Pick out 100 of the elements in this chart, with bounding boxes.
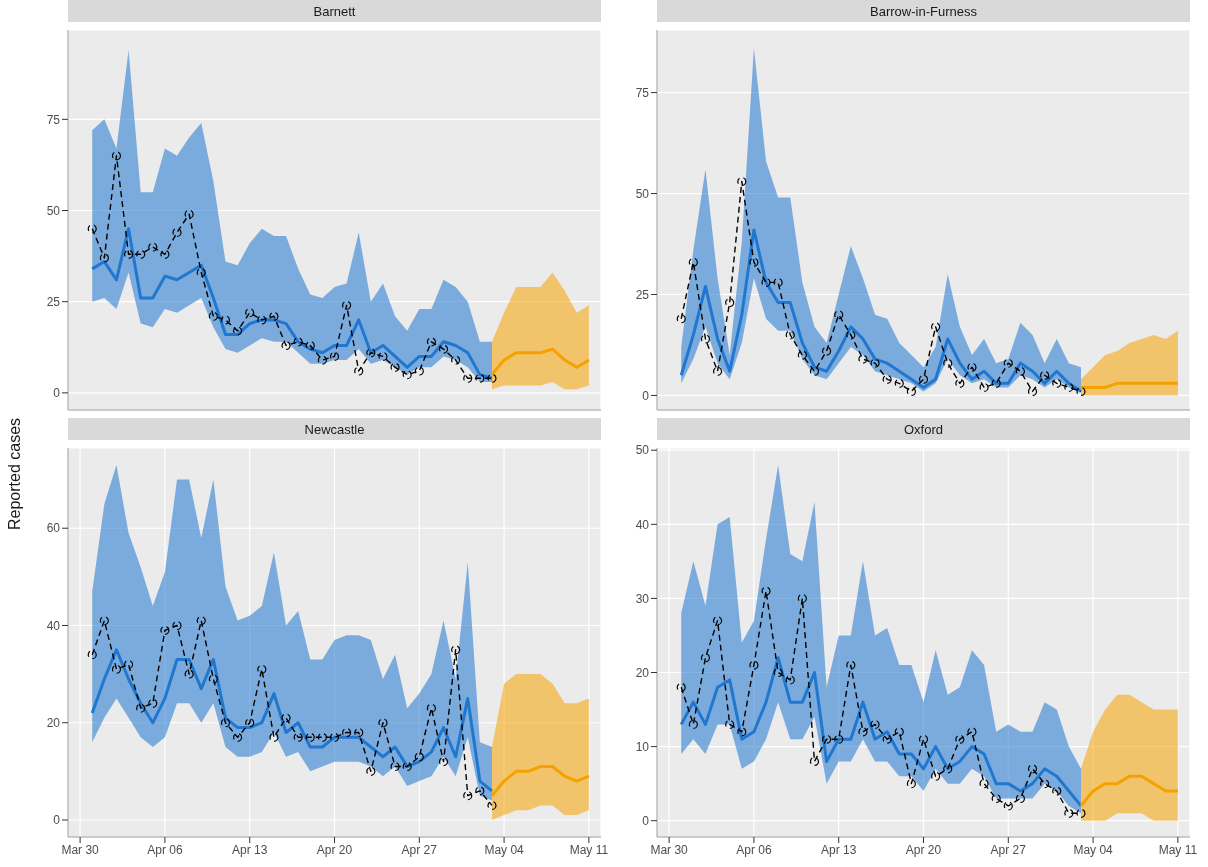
x-tick-label: Mar 30 xyxy=(650,842,689,857)
point xyxy=(487,373,497,383)
point xyxy=(676,682,686,692)
point xyxy=(123,659,134,669)
point xyxy=(846,660,856,670)
point xyxy=(991,378,1001,388)
point xyxy=(1027,386,1038,397)
x-tick-label: May 04 xyxy=(1073,842,1114,857)
point xyxy=(148,242,158,252)
point xyxy=(329,732,340,742)
chart-title: Barnett xyxy=(68,0,601,22)
point xyxy=(293,732,303,742)
point xyxy=(737,176,747,187)
point xyxy=(688,719,698,729)
point xyxy=(281,713,291,723)
point xyxy=(785,675,795,685)
y-tick-label: 75 xyxy=(635,85,650,100)
point xyxy=(99,616,109,626)
point xyxy=(821,346,832,356)
point xyxy=(931,771,941,781)
point xyxy=(148,698,158,708)
point xyxy=(111,151,122,161)
y-tick-label: 40 xyxy=(635,517,650,532)
y-tick-label: 20 xyxy=(46,715,61,730)
point xyxy=(342,727,352,738)
point xyxy=(918,374,929,384)
chart-title: Newcastle xyxy=(68,418,601,440)
point xyxy=(317,732,327,742)
point xyxy=(1003,358,1013,368)
point xyxy=(402,370,412,380)
point xyxy=(451,645,461,655)
point xyxy=(979,382,989,392)
x-tick-label: May 04 xyxy=(484,842,525,857)
point xyxy=(136,249,146,259)
point xyxy=(172,227,182,237)
point xyxy=(281,340,291,351)
point xyxy=(761,586,771,596)
point xyxy=(773,667,783,678)
y-tick-label: 75 xyxy=(46,112,61,127)
point xyxy=(354,727,364,738)
y-tick-label: 25 xyxy=(46,294,61,309)
point xyxy=(342,300,352,310)
point xyxy=(943,764,953,774)
y-tick-label: 40 xyxy=(46,618,61,633)
point xyxy=(123,249,134,259)
point xyxy=(1076,808,1086,818)
point xyxy=(232,732,243,742)
point xyxy=(463,373,473,383)
point xyxy=(712,366,723,376)
point xyxy=(1015,793,1026,804)
point xyxy=(1052,378,1062,388)
x-tick-label: Apr 27 xyxy=(990,842,1027,857)
chart-title: Oxford xyxy=(657,418,1190,440)
point xyxy=(257,664,267,674)
point xyxy=(700,653,711,663)
point xyxy=(426,703,437,713)
point xyxy=(1040,779,1050,789)
y-tick-label: 0 xyxy=(642,388,650,403)
y-tick-label: 50 xyxy=(635,186,650,201)
point xyxy=(87,650,97,660)
point xyxy=(882,734,892,744)
y-tick-label: 20 xyxy=(635,665,650,680)
point xyxy=(451,355,461,365)
point xyxy=(955,734,965,744)
point xyxy=(870,358,880,368)
point xyxy=(858,727,868,737)
point xyxy=(761,277,771,287)
point xyxy=(305,340,315,351)
point xyxy=(725,297,735,308)
point xyxy=(414,752,424,762)
point xyxy=(918,734,929,744)
point xyxy=(834,734,844,744)
point xyxy=(475,373,485,383)
point xyxy=(196,267,206,278)
point xyxy=(1040,370,1050,380)
point xyxy=(475,786,485,796)
point xyxy=(111,664,122,674)
point xyxy=(245,718,255,728)
point xyxy=(797,350,807,360)
point xyxy=(160,625,170,635)
point xyxy=(438,757,449,767)
point xyxy=(967,727,977,737)
point xyxy=(809,756,820,767)
point xyxy=(931,322,941,332)
point xyxy=(688,257,698,267)
point xyxy=(737,727,747,737)
point xyxy=(208,311,218,321)
point xyxy=(426,337,437,347)
point xyxy=(208,674,218,684)
point xyxy=(390,761,400,772)
point xyxy=(1027,764,1038,774)
point xyxy=(1052,786,1062,796)
y-tick-label: 25 xyxy=(635,287,650,302)
point xyxy=(402,761,412,772)
point xyxy=(894,727,904,737)
point xyxy=(414,366,424,376)
point xyxy=(858,354,868,364)
point xyxy=(317,355,327,365)
point xyxy=(955,378,965,388)
point xyxy=(906,779,916,789)
